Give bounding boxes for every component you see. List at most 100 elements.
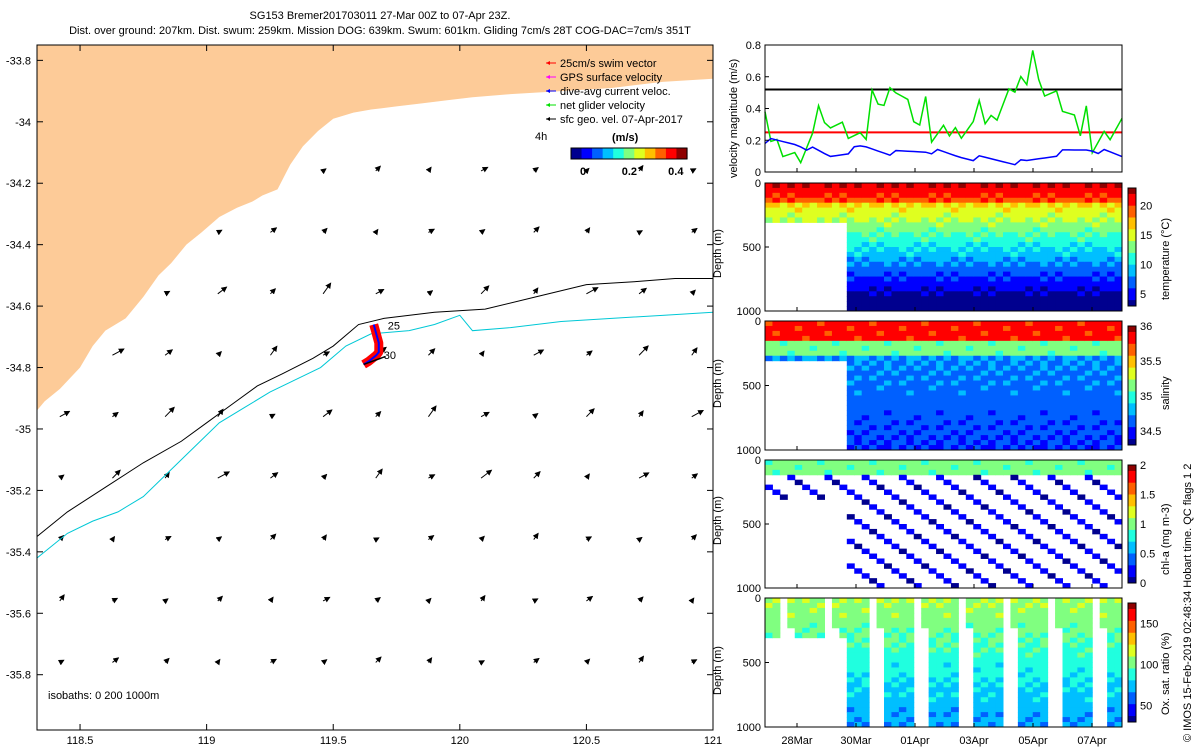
section-cell (943, 212, 952, 218)
section-cell (988, 345, 997, 352)
section-cell (884, 183, 892, 189)
section-cell (765, 330, 773, 337)
section-cell (794, 330, 803, 337)
section-cell (854, 325, 863, 332)
section-cell (1062, 197, 1071, 204)
section-cell (869, 340, 878, 347)
section-cell (898, 400, 907, 406)
section-cell (861, 697, 870, 703)
section-cell (898, 415, 907, 421)
section-cell (950, 509, 959, 515)
section-cell (1114, 627, 1123, 634)
chart-subtitle: Dist. over ground: 207km. Dist. swum: 25… (69, 25, 691, 37)
section-cell (958, 400, 967, 406)
section-cell (980, 192, 989, 199)
section-cell (906, 672, 915, 678)
section-cell (1032, 602, 1041, 609)
section-cell (1084, 637, 1093, 644)
section-cell (980, 717, 989, 723)
section-cell (1055, 306, 1063, 312)
section-cell (1069, 256, 1078, 263)
section-cell (772, 612, 781, 619)
section-cell (846, 657, 855, 663)
section-cell (921, 251, 930, 258)
section-cell (906, 722, 915, 728)
section-cell (809, 187, 818, 194)
section-cell (965, 360, 974, 367)
section-cell (876, 617, 885, 624)
section-cell (928, 247, 937, 253)
section-cell (1055, 222, 1063, 228)
section-cell (1092, 380, 1101, 386)
section-cell (1099, 460, 1108, 466)
section-cell (824, 469, 833, 476)
section-cell (950, 617, 959, 624)
section-cell (1069, 192, 1078, 199)
section-cell (876, 440, 885, 446)
section-cell (1003, 251, 1011, 258)
section-cell (995, 702, 1004, 708)
section-cell (1107, 286, 1116, 292)
section-cell (913, 380, 922, 386)
section-cell (1047, 306, 1056, 312)
section-cell (936, 692, 944, 698)
section-cell (846, 430, 855, 436)
colorbar-segment (1128, 470, 1136, 478)
section-cell (802, 617, 811, 624)
section-cell (876, 222, 885, 228)
section-cell (1069, 286, 1078, 292)
section-cell (988, 330, 997, 337)
section-cell (898, 247, 907, 253)
section-cell (1017, 192, 1026, 199)
section-cell (891, 697, 900, 703)
section-cell (854, 365, 863, 372)
section-cell (898, 717, 907, 723)
section-cell (891, 207, 900, 214)
section-cell (1010, 301, 1019, 307)
section-cell (1069, 375, 1078, 382)
section-cell (950, 286, 959, 292)
section-cell (1062, 642, 1071, 649)
section-cell (787, 345, 796, 352)
section-cell (1032, 281, 1041, 287)
section-cell (1114, 247, 1123, 253)
section-cell (1069, 647, 1078, 654)
section-cell (1084, 227, 1093, 233)
section-cell (1032, 325, 1041, 332)
section-cell (965, 445, 974, 451)
colorbar-segment (602, 148, 614, 159)
section-cell (1025, 222, 1034, 228)
section-cell (1055, 385, 1063, 391)
section-cell (936, 242, 944, 248)
section-cell (861, 375, 870, 382)
section-cell (1069, 612, 1078, 619)
section-cell (898, 390, 907, 396)
section-cell (1032, 415, 1041, 421)
section-cell (884, 271, 892, 278)
section-cell (787, 183, 796, 189)
section-cell (1032, 187, 1041, 194)
section-cell (854, 251, 863, 258)
section-cell (884, 617, 892, 624)
section-cell (965, 598, 974, 604)
section-cell (1084, 410, 1093, 416)
section-cell (965, 385, 974, 391)
section-cell (1047, 271, 1056, 278)
section-cell (779, 464, 788, 471)
velocity-arrow (372, 228, 379, 236)
section-cell (854, 460, 863, 466)
section-cell (1040, 276, 1049, 282)
section-cell (1040, 380, 1049, 386)
section-cell (1032, 335, 1041, 342)
colorbar-segment (1128, 644, 1136, 652)
section-cell (1062, 405, 1071, 411)
section-cell (1084, 276, 1093, 282)
section-cell (958, 335, 967, 342)
section-cell (869, 375, 878, 382)
section-cell (958, 247, 967, 253)
section-cell (891, 662, 900, 668)
section-cell (1032, 692, 1041, 698)
section-cell (898, 647, 907, 654)
section-cell (898, 286, 907, 292)
